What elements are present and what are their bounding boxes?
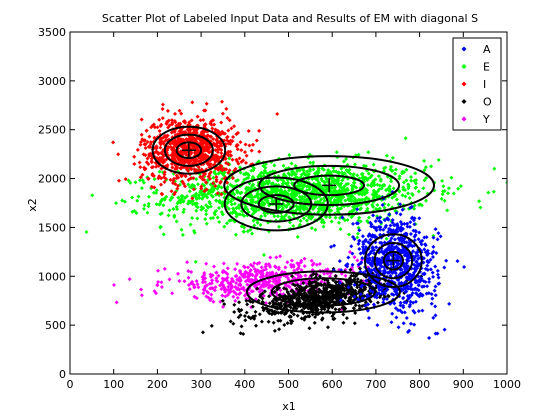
y-tick-label: 500: [45, 319, 66, 332]
y-tick-label: 2500: [38, 124, 66, 137]
x-tick-label: 0: [67, 378, 74, 391]
x-tick-label: 100: [103, 378, 124, 391]
x-tick-label: 400: [234, 378, 255, 391]
y-tick-label: 0: [59, 368, 66, 381]
legend-box: [453, 38, 501, 130]
x-tick-label: 500: [278, 378, 299, 391]
legend-label-y: Y: [482, 113, 490, 126]
x-tick-label: 700: [365, 378, 386, 391]
x-axis-label: x1: [282, 400, 296, 413]
y-tick-label: 2000: [38, 173, 66, 186]
legend-label-e: E: [483, 61, 490, 74]
legend-label-i: I: [483, 78, 486, 91]
x-tick-label: 200: [147, 378, 168, 391]
x-tick-label: 600: [322, 378, 343, 391]
legend-label-o: O: [483, 96, 492, 109]
legend: AEIOY: [453, 38, 501, 130]
x-tick-label: 800: [409, 378, 430, 391]
y-axis-label: x2: [26, 198, 39, 212]
x-tick-label: 900: [453, 378, 474, 391]
x-tick-label: 300: [191, 378, 212, 391]
x-tick-label: 1000: [493, 378, 521, 391]
y-tick-label: 1000: [38, 270, 66, 283]
y-tick-label: 3500: [38, 26, 66, 39]
y-tick-label: 1500: [38, 221, 66, 234]
chart-title: Scatter Plot of Labeled Input Data and R…: [102, 12, 478, 25]
y-tick-label: 3000: [38, 75, 66, 88]
legend-label-a: A: [483, 43, 491, 56]
